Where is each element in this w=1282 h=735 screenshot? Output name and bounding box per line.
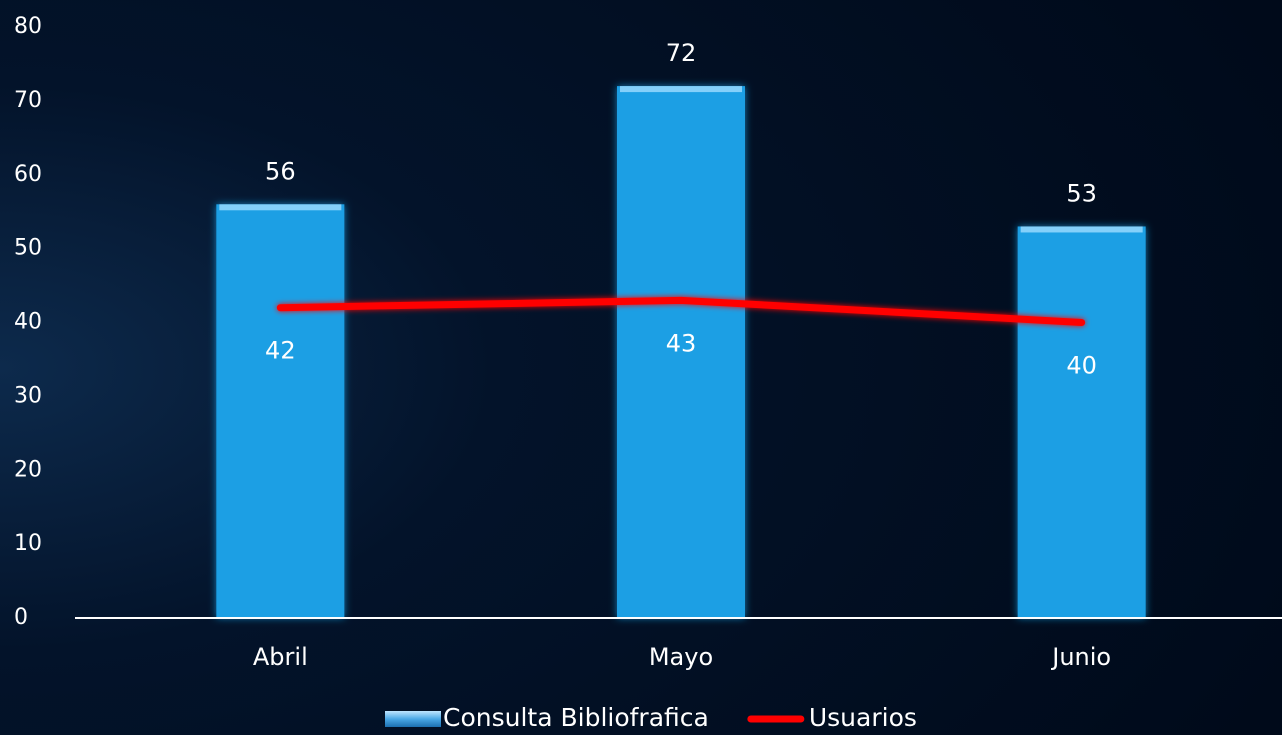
y-tick-label: 40 [14, 310, 42, 335]
bar-bevel [219, 204, 342, 211]
x-tick-label: Abril [253, 643, 308, 671]
data-label: 40 [1066, 352, 1097, 380]
x-tick-label: Mayo [649, 643, 713, 671]
bar-bevel [620, 86, 742, 93]
y-tick-label: 70 [14, 88, 42, 113]
bar [216, 204, 345, 619]
y-tick-label: 10 [14, 531, 42, 556]
y-tick-label: 30 [14, 383, 42, 408]
legend-swatch [385, 711, 441, 727]
y-tick-label: 80 [14, 14, 42, 39]
y-tick-label: 0 [14, 605, 28, 630]
y-tick-label: 50 [14, 236, 42, 261]
y-tick-label: 20 [14, 457, 42, 482]
bar-bevel [1020, 226, 1143, 233]
data-label: 56 [265, 157, 296, 185]
data-label: 42 [265, 337, 296, 365]
bar [617, 86, 745, 619]
line [276, 296, 1086, 326]
data-label: 72 [666, 39, 697, 67]
legend-label: Consulta Bibliofrafica [443, 703, 709, 732]
data-label: 43 [666, 329, 697, 357]
x-tick-label: Junio [1050, 643, 1111, 671]
data-label: 53 [1066, 179, 1097, 207]
y-tick-label: 60 [14, 162, 42, 187]
legend-label: Usuarios [809, 703, 917, 732]
bar [1017, 226, 1146, 618]
